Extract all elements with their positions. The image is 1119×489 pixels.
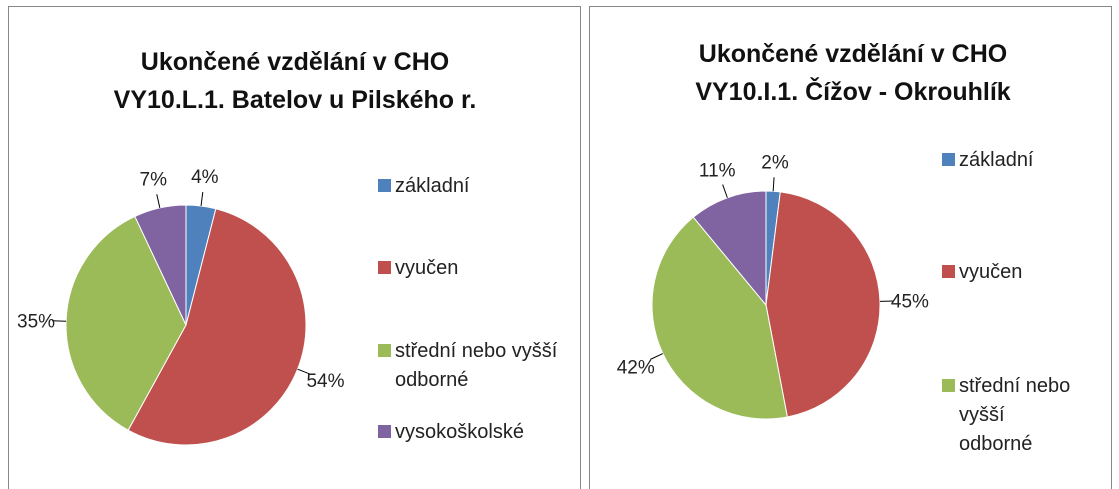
data-label: 7%	[140, 170, 168, 191]
legend-swatch	[378, 425, 391, 438]
leader-line	[722, 184, 728, 198]
legend-item: základní	[378, 172, 568, 201]
chart-title: Ukončené vzdělání v CHO	[699, 40, 1007, 68]
data-label: 45%	[891, 291, 929, 312]
leader-line	[649, 353, 664, 360]
data-label: 2%	[761, 152, 789, 173]
legend-swatch	[942, 379, 955, 392]
legend-label: vyučen	[959, 261, 1023, 283]
pie-slice	[134, 204, 187, 326]
chart-title: VY10.L.1. Batelov u Pilského r.	[114, 86, 477, 114]
leader-line	[772, 177, 775, 192]
leader-line	[200, 191, 204, 207]
pie-slice	[692, 190, 767, 307]
data-label: 42%	[617, 357, 655, 378]
legend-label: střední nebo vyšší odborné	[959, 375, 1071, 455]
chart-panel	[589, 6, 1112, 489]
legend-item: střední nebo vyšší odborné	[378, 337, 568, 395]
data-label: 35%	[17, 311, 55, 332]
pie-slice	[765, 191, 881, 418]
legend-swatch	[378, 261, 391, 274]
legend-label: vyučen	[395, 257, 459, 279]
leader-line	[156, 194, 161, 208]
legend-swatch	[378, 344, 391, 357]
chart-panel	[8, 6, 581, 489]
legend-item: vyučen	[378, 254, 568, 283]
legend-label: základní	[959, 149, 1034, 171]
chart-title: Ukončené vzdělání v CHO	[141, 48, 449, 76]
data-label: 11%	[699, 161, 736, 182]
legend-swatch	[378, 179, 391, 192]
legend-item: základní	[942, 146, 1082, 175]
chart-title: VY10.I.1. Čížov - Okrouhlík	[695, 76, 1010, 106]
data-label: 54%	[306, 371, 344, 392]
leader-line	[297, 368, 311, 375]
legend-item: střední nebo vyšší odborné	[942, 372, 1082, 459]
pie-slice	[127, 208, 307, 446]
legend-label: střední nebo vyšší odborné	[395, 340, 558, 391]
pie-slice	[65, 215, 187, 431]
data-label: 4%	[191, 167, 219, 188]
legend-item: vyučen	[942, 258, 1082, 287]
legend-label: vysokoškolské	[395, 421, 524, 443]
legend-label: základní	[395, 175, 470, 197]
legend-swatch	[942, 153, 955, 166]
legend-item: vysokoškolské	[378, 418, 568, 447]
legend-swatch	[942, 265, 955, 278]
